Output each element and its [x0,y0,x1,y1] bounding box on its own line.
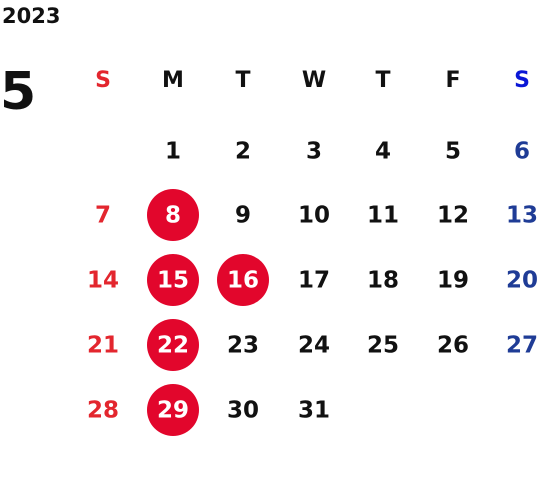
day-number: 18 [367,268,399,294]
day-number: 1 [165,139,181,165]
day-number: 21 [87,333,119,359]
day-number: 31 [298,398,330,424]
day-number: 19 [437,268,469,294]
day-number: 27 [506,333,538,359]
day-number: 6 [514,139,530,165]
day-number: 8 [165,203,181,229]
day-number: 16 [227,268,259,294]
day-number: 14 [87,268,119,294]
day-number: 5 [445,139,461,165]
holiday-marker [147,254,199,306]
weekday-label: T [375,68,390,93]
day-number: 10 [298,203,330,229]
day-number: 26 [437,333,469,359]
day-number: 30 [227,398,259,424]
day-number: 2 [235,139,251,165]
day-number: 23 [227,333,259,359]
day-number: 7 [95,203,111,229]
weekday-label: T [235,68,250,93]
day-number: 22 [157,333,189,359]
day-number: 15 [157,268,189,294]
day-number: 17 [298,268,330,294]
day-number: 20 [506,268,538,294]
day-number: 24 [298,333,330,359]
weekday-label: F [445,68,460,93]
holiday-marker [217,254,269,306]
weekday-label: S [95,68,111,93]
day-number: 9 [235,203,251,229]
day-number: 3 [306,139,322,165]
weekday-label: S [514,68,530,93]
holiday-marker [147,384,199,436]
month: 5 [0,62,36,122]
day-number: 28 [87,398,119,424]
day-number: 13 [506,203,538,229]
weekday-label: M [162,68,184,93]
weekday-label: W [302,68,326,93]
day-number: 29 [157,398,189,424]
day-number: 25 [367,333,399,359]
year: 2023 [2,4,60,28]
day-number: 11 [367,203,399,229]
holiday-marker [147,189,199,241]
holiday-marker [147,319,199,371]
day-number: 4 [375,139,391,165]
day-number: 12 [437,203,469,229]
